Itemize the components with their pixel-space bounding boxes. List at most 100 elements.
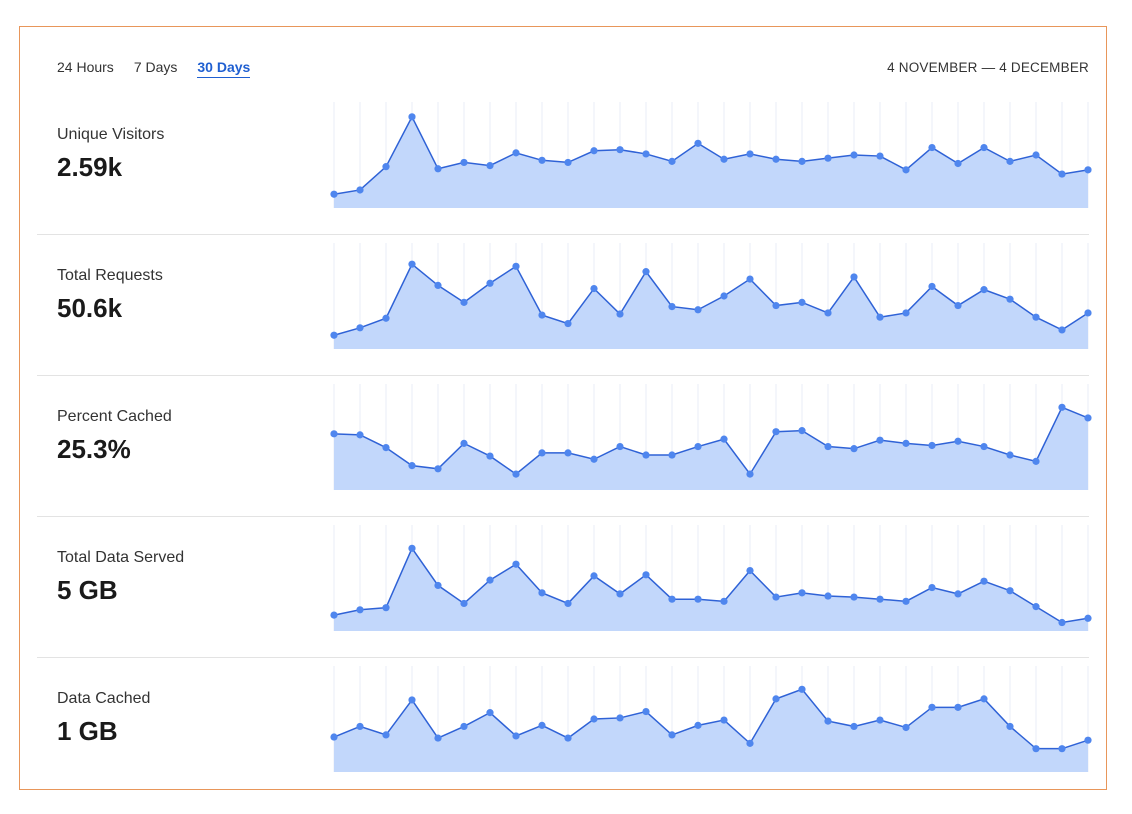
series-line: [333, 688, 1089, 750]
data-point: [382, 163, 390, 171]
data-point: [876, 436, 884, 444]
sparkline-chart: [330, 666, 1092, 772]
metric-value: 5 GB: [57, 575, 118, 605]
sparkline-chart: [330, 102, 1092, 208]
metric-value: 1 GB: [57, 716, 118, 746]
data-point: [460, 158, 468, 167]
data-point: [720, 292, 728, 300]
data-point: [928, 282, 936, 291]
data-point: [668, 731, 676, 739]
data-point: [330, 611, 338, 619]
data-point: [1032, 745, 1040, 753]
data-point: [434, 281, 442, 289]
data-point: [1006, 157, 1014, 165]
divider: [37, 657, 1089, 658]
data-point: [486, 709, 494, 717]
data-point: [538, 449, 546, 457]
data-point: [1084, 166, 1092, 174]
data-point: [1032, 151, 1040, 159]
data-point: [564, 449, 572, 457]
metric-row-percent-cached: Percent Cached 25.3%: [20, 376, 1106, 517]
metric-label: Percent Cached: [57, 408, 172, 425]
tab-24-hours[interactable]: 24 Hours: [57, 59, 114, 75]
data-point: [486, 162, 494, 170]
tab-30-days[interactable]: 30 Days: [197, 59, 251, 78]
data-point: [356, 722, 364, 731]
metric-row-unique-visitors: Unique Visitors 2.59k: [20, 94, 1106, 235]
data-point: [356, 186, 364, 194]
data-point: [850, 151, 858, 159]
data-point: [434, 165, 442, 173]
data-point: [720, 155, 728, 163]
data-point: [1032, 313, 1040, 321]
data-point: [694, 721, 702, 729]
data-point: [694, 595, 702, 603]
data-point: [642, 268, 650, 276]
divider: [37, 516, 1089, 517]
data-point: [850, 722, 858, 731]
metric-label: Total Requests: [57, 267, 163, 284]
data-point: [798, 685, 806, 693]
data-point: [564, 599, 572, 608]
data-point: [954, 590, 962, 598]
data-point: [382, 731, 390, 739]
data-point: [668, 303, 676, 311]
data-point: [798, 589, 806, 597]
data-point: [824, 717, 832, 725]
data-point: [408, 544, 416, 552]
data-point: [902, 723, 910, 732]
divider: [37, 234, 1089, 235]
series-area: [334, 407, 1088, 490]
data-point: [434, 734, 442, 742]
data-point: [694, 306, 702, 314]
data-point: [928, 143, 936, 152]
data-point: [902, 309, 910, 317]
data-point: [1084, 414, 1092, 422]
data-point: [720, 597, 728, 605]
date-range-label: 4 NOVEMBER — 4 DECEMBER: [887, 60, 1089, 75]
metric-value: 25.3%: [57, 434, 131, 464]
data-point: [642, 150, 650, 158]
data-point: [616, 590, 624, 598]
data-point: [408, 462, 416, 470]
series-area: [334, 116, 1088, 208]
series-line: [333, 406, 1089, 476]
data-point: [746, 739, 754, 747]
metric-label: Data Cached: [57, 690, 151, 707]
data-point: [1058, 403, 1066, 411]
data-point: [1058, 618, 1066, 627]
analytics-panel: 24 Hours 7 Days 30 Days 4 NOVEMBER — 4 D…: [19, 26, 1107, 790]
data-point: [720, 716, 728, 724]
data-point: [954, 301, 962, 310]
data-point: [1006, 722, 1014, 731]
data-point: [772, 593, 780, 601]
data-point: [590, 572, 598, 580]
data-point: [460, 599, 468, 608]
metric-value: 2.59k: [57, 152, 123, 182]
data-point: [928, 703, 936, 711]
data-point: [590, 715, 598, 723]
data-point: [694, 442, 702, 451]
data-point: [1084, 614, 1092, 622]
data-point: [746, 470, 754, 478]
data-point: [772, 695, 780, 703]
data-point: [1084, 309, 1092, 317]
data-point: [928, 441, 936, 450]
data-point: [564, 734, 572, 742]
data-point: [1084, 736, 1092, 744]
data-point: [356, 431, 364, 439]
sparkline-chart: [330, 384, 1092, 490]
data-point: [564, 319, 572, 328]
data-point: [330, 733, 338, 741]
data-point: [772, 155, 780, 163]
data-point: [486, 576, 494, 584]
data-point: [330, 331, 338, 339]
data-point: [642, 451, 650, 459]
data-point: [434, 465, 442, 473]
data-point: [616, 442, 624, 451]
data-point: [928, 583, 936, 592]
data-point: [798, 298, 806, 306]
data-point: [824, 442, 832, 451]
data-point: [980, 143, 988, 152]
tab-7-days[interactable]: 7 Days: [133, 59, 178, 75]
